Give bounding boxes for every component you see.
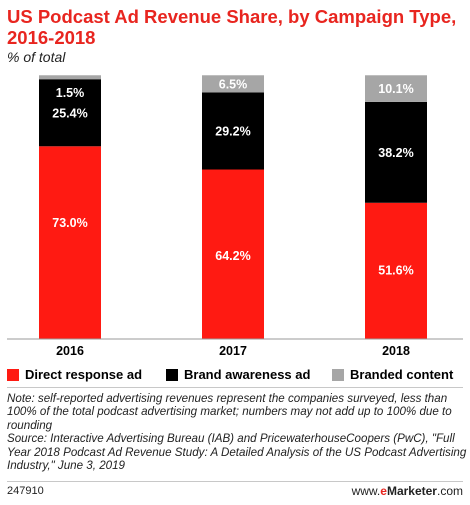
legend-swatch-direct-response xyxy=(7,368,19,381)
legend-label-brand-awareness: Brand awareness ad xyxy=(184,367,311,382)
bar-brand-awareness-ad-2017 xyxy=(202,92,264,170)
brand-accent: e xyxy=(380,484,387,498)
bar-direct-response-ad-2016 xyxy=(39,146,101,339)
stacked-bar-chart: 73.0% 25.4% 1.5% 64.2% 29.2% 6.5% 51.6% 38.2% 10… xyxy=(7,75,463,358)
chart-id: 247910 xyxy=(7,485,44,497)
x-tick-label-2016: 2016 xyxy=(56,344,84,358)
legend: Direct response ad Brand awareness ad Br… xyxy=(7,367,467,383)
data-label-direct-response-ad-2016: 73.0% xyxy=(52,216,87,230)
x-tick-label-2017: 2017 xyxy=(219,344,247,358)
legend-swatch-branded-content xyxy=(332,368,344,381)
legend-item-brand-awareness: Brand awareness ad xyxy=(166,367,310,382)
data-label-branded-content-2018: 10.1% xyxy=(378,82,413,96)
legend-item-direct-response: Direct response ad xyxy=(7,367,142,382)
chart-subtitle: % of total xyxy=(7,49,66,65)
legend-item-branded-content: Branded content xyxy=(332,367,453,382)
source-text: Source: Interactive Advertising Bureau (… xyxy=(7,432,467,473)
notes-block: Note: self-reported advertising revenues… xyxy=(7,392,467,472)
divider-top xyxy=(7,387,463,388)
legend-label-branded-content: Branded content xyxy=(350,367,454,382)
bar-branded-content-2017 xyxy=(202,75,264,93)
brand-mark: www.eMarketer.com xyxy=(352,484,463,498)
legend-label-direct-response: Direct response ad xyxy=(25,367,143,382)
bar-direct-response-ad-2017 xyxy=(202,169,264,339)
data-label-direct-response-ad-2018: 51.6% xyxy=(378,263,413,277)
bar-branded-content-2016 xyxy=(39,75,101,80)
data-label-brand-awareness-ad-2018: 38.2% xyxy=(378,146,413,160)
bar-brand-awareness-ad-2018 xyxy=(365,101,427,203)
chart-title: US Podcast Ad Revenue Share, by Campaign… xyxy=(7,6,457,48)
x-tick-label-2018: 2018 xyxy=(382,344,410,358)
bar-brand-awareness-ad-2016 xyxy=(39,79,101,147)
brand-prefix: www. xyxy=(351,484,381,498)
bar-branded-content-2018 xyxy=(365,75,427,102)
data-label-direct-response-ad-2017: 64.2% xyxy=(215,249,250,263)
brand-name: Marketer xyxy=(386,484,437,498)
note-text: Note: self-reported advertising revenues… xyxy=(7,392,452,432)
divider-bottom xyxy=(7,481,463,482)
bar-direct-response-ad-2018 xyxy=(365,202,427,339)
x-tick-labels: 2016 2017 2018 xyxy=(56,344,410,358)
data-label-branded-content-2017: 6.5% xyxy=(219,77,248,91)
brand-suffix: .com xyxy=(436,484,463,498)
bars-group: 73.0% 25.4% 1.5% 64.2% 29.2% 6.5% 51.6% 38.2% 10… xyxy=(39,75,427,339)
data-label-brand-awareness-ad-2016: 25.4% xyxy=(52,106,87,120)
data-label-branded-content-2016: 1.5% xyxy=(56,86,85,100)
legend-swatch-brand-awareness xyxy=(166,368,178,381)
data-label-brand-awareness-ad-2017: 29.2% xyxy=(215,124,250,138)
